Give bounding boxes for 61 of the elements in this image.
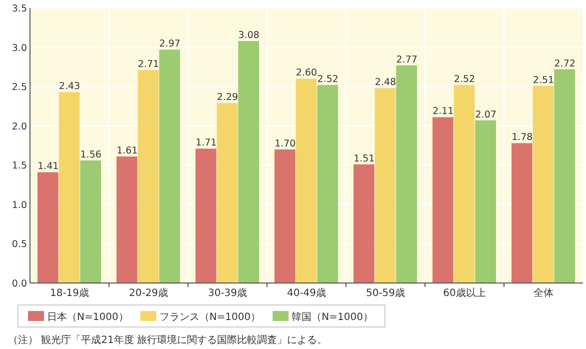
y-tick-label: 3.5 xyxy=(12,4,27,14)
x-tick-label: 50-59歳 xyxy=(366,287,406,299)
bar xyxy=(58,92,80,283)
data-label: 2.07 xyxy=(475,109,496,120)
text: （注） 観光庁「平成21年度 旅行環境に関する国際比較調査」による。 xyxy=(8,334,328,346)
x-tick-label: 60歳以上 xyxy=(443,287,486,299)
bar xyxy=(216,103,238,283)
bar xyxy=(432,117,454,283)
bar xyxy=(396,65,417,283)
legend-label: 韓国（N=1000） xyxy=(292,311,373,323)
bar xyxy=(296,78,317,283)
bar xyxy=(80,160,101,283)
bar xyxy=(532,86,554,283)
bar xyxy=(354,164,374,283)
data-label: 2.52 xyxy=(454,74,476,85)
data-label: 2.77 xyxy=(396,54,418,66)
bar xyxy=(196,148,216,283)
data-label: 2.60 xyxy=(296,68,318,79)
bar xyxy=(374,88,396,283)
x-tick-label: 40-49歳 xyxy=(286,287,326,299)
data-label: 2.48 xyxy=(374,77,396,88)
y-tick-label: 2.5 xyxy=(12,82,27,94)
data-label: 3.08 xyxy=(238,30,260,41)
y-tick-label: 0.0 xyxy=(12,278,27,290)
legend-label: 日本（N=1000） xyxy=(47,311,128,323)
bar xyxy=(454,85,475,283)
bar xyxy=(238,41,259,283)
bar xyxy=(475,120,496,283)
x-tick-label: 20-29歳 xyxy=(128,287,168,299)
data-label: 1.71 xyxy=(196,138,217,149)
data-label: 2.52 xyxy=(317,74,338,85)
x-tick-label: 30-39歳 xyxy=(208,287,248,299)
x-tick-label: 18-19歳 xyxy=(50,287,90,299)
y-tick-label: 3.0 xyxy=(12,42,27,54)
bar xyxy=(38,172,58,283)
data-label: 2.43 xyxy=(58,81,80,92)
legend-label: フランス（N=1000） xyxy=(159,312,261,323)
data-label: 1.61 xyxy=(116,146,138,156)
bar xyxy=(274,149,296,283)
data-label: 1.70 xyxy=(274,138,296,150)
data-label: 1.56 xyxy=(80,149,102,160)
data-label: 1.78 xyxy=(512,132,533,144)
bar xyxy=(159,50,180,283)
data-label: 2.71 xyxy=(138,59,160,70)
bar xyxy=(138,70,159,283)
data-label: 2.72 xyxy=(554,58,576,70)
data-label: 1.41 xyxy=(38,161,59,172)
x-tick-label: 全体 xyxy=(534,287,554,299)
y-tick-label: 0.5 xyxy=(12,239,27,250)
bar xyxy=(317,85,338,283)
data-label: 2.97 xyxy=(159,38,180,50)
bar xyxy=(512,143,532,283)
y-tick-label: 1.0 xyxy=(12,200,27,211)
bar xyxy=(116,156,138,283)
data-label: 1.51 xyxy=(354,153,375,164)
bar xyxy=(554,69,575,283)
data-label: 2.51 xyxy=(532,74,554,86)
data-label: 2.29 xyxy=(216,92,238,104)
y-tick-label: 1.5 xyxy=(12,160,27,172)
y-tick-label: 2.0 xyxy=(12,121,27,132)
data-label: 2.11 xyxy=(432,106,454,118)
